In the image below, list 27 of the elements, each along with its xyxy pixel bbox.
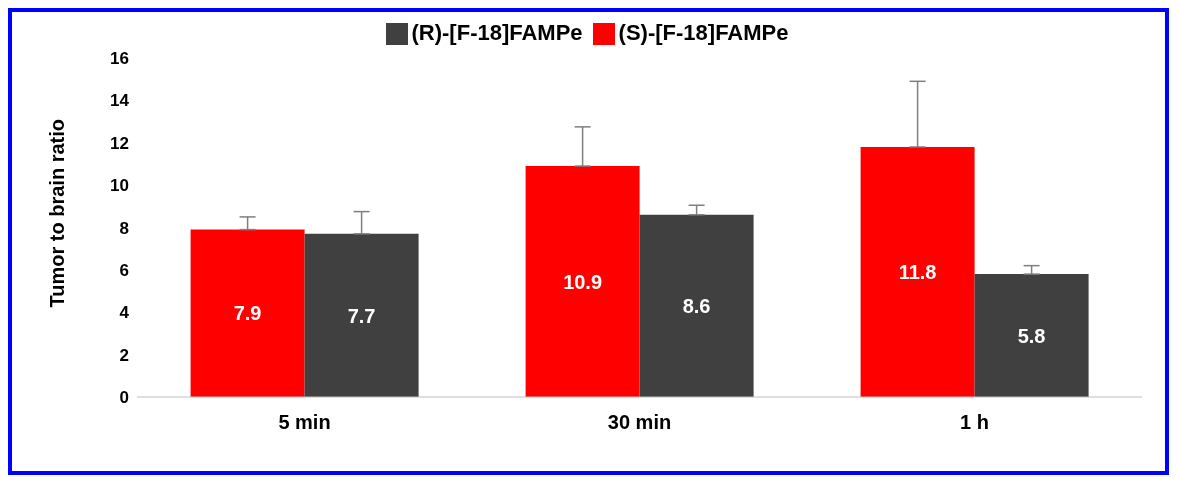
bar — [974, 274, 1089, 397]
legend-label: (S)-[F-18]FAMPe — [618, 20, 789, 45]
bar — [639, 214, 754, 397]
x-tick-label: 5 min — [278, 411, 331, 434]
y-tick-label: 2 — [119, 345, 129, 365]
y-tick-label: 10 — [110, 176, 129, 196]
x-tick-label: 30 min — [607, 411, 672, 434]
bar — [190, 229, 305, 397]
y-tick-label: 12 — [110, 133, 129, 153]
legend-label: (R)-[F-18]FAMPe — [411, 20, 583, 45]
data-label: 11.8 — [898, 261, 937, 284]
y-tick-label: 4 — [119, 303, 130, 323]
bar — [860, 146, 975, 397]
data-label: 8.6 — [682, 294, 711, 317]
y-tick-label: 16 — [110, 49, 129, 69]
x-tick-label: 1 h — [960, 411, 989, 434]
y-tick-label: 0 — [119, 388, 129, 408]
y-tick-label: 6 — [119, 260, 129, 280]
data-label: 7.9 — [233, 302, 262, 325]
bar — [525, 166, 640, 397]
data-label: 10.9 — [563, 270, 603, 293]
y-axis-title: Tumor to brain ratio — [46, 118, 69, 308]
bar — [304, 233, 419, 397]
data-label: 7.7 — [347, 304, 376, 327]
y-tick-label: 14 — [110, 91, 130, 111]
y-tick-label: 8 — [119, 218, 129, 238]
data-label: 5.8 — [1017, 324, 1046, 347]
